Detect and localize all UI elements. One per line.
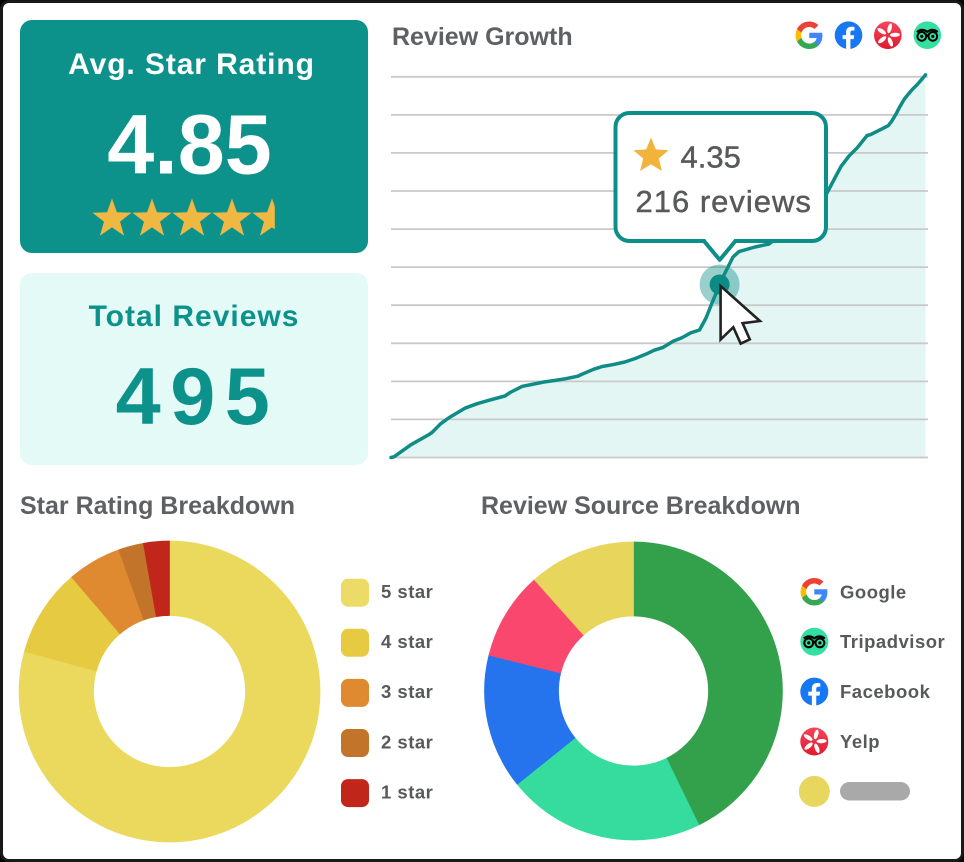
svg-text:Review Growth: Review Growth [392, 23, 573, 51]
svg-text:495: 495 [116, 352, 280, 442]
svg-text:Review Source Breakdown: Review Source Breakdown [481, 492, 801, 520]
svg-text:4.85: 4.85 [107, 98, 271, 192]
svg-text:Star Rating Breakdown: Star Rating Breakdown [20, 492, 295, 520]
svg-text:Google: Google [840, 581, 907, 602]
svg-text:4 star: 4 star [381, 631, 433, 652]
svg-text:1 star: 1 star [381, 781, 433, 802]
svg-text:Facebook: Facebook [840, 681, 931, 702]
svg-text:3 star: 3 star [381, 681, 433, 702]
svg-text:Tripadvisor: Tripadvisor [840, 631, 945, 652]
svg-text:Avg. Star Rating: Avg. Star Rating [68, 48, 315, 81]
svg-text:2 star: 2 star [381, 731, 433, 752]
svg-text:5 star: 5 star [381, 581, 433, 602]
svg-text:216 reviews: 216 reviews [636, 184, 812, 219]
svg-text:Yelp: Yelp [840, 731, 880, 752]
svg-text:Total Reviews: Total Reviews [89, 300, 300, 333]
svg-text:4.35: 4.35 [681, 140, 741, 175]
